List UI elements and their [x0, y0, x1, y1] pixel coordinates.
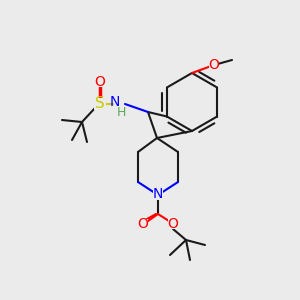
- FancyBboxPatch shape: [168, 219, 178, 229]
- FancyBboxPatch shape: [94, 98, 106, 110]
- FancyBboxPatch shape: [138, 219, 148, 229]
- Text: S: S: [95, 97, 105, 112]
- Text: N: N: [110, 95, 120, 109]
- FancyBboxPatch shape: [153, 190, 163, 200]
- Text: O: O: [138, 217, 148, 231]
- Text: O: O: [94, 75, 105, 89]
- Text: N: N: [153, 187, 163, 201]
- Text: O: O: [208, 58, 219, 72]
- FancyBboxPatch shape: [209, 60, 219, 70]
- Text: H: H: [116, 106, 126, 118]
- Text: O: O: [168, 217, 178, 231]
- FancyBboxPatch shape: [95, 77, 105, 87]
